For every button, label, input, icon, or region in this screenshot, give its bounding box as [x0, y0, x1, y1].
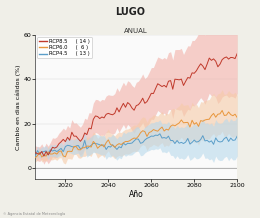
Text: LUGO: LUGO	[115, 7, 145, 17]
Legend: RCP8.5     ( 14 ), RCP6.0     (  6 ), RCP4.5     ( 13 ): RCP8.5 ( 14 ), RCP6.0 ( 6 ), RCP4.5 ( 13…	[37, 37, 92, 58]
Y-axis label: Cambio en dias cálidos (%): Cambio en dias cálidos (%)	[15, 64, 21, 150]
Text: © Agencia Estatal de Meteorología: © Agencia Estatal de Meteorología	[3, 212, 65, 216]
Title: ANUAL: ANUAL	[124, 28, 148, 34]
X-axis label: Año: Año	[129, 190, 144, 199]
